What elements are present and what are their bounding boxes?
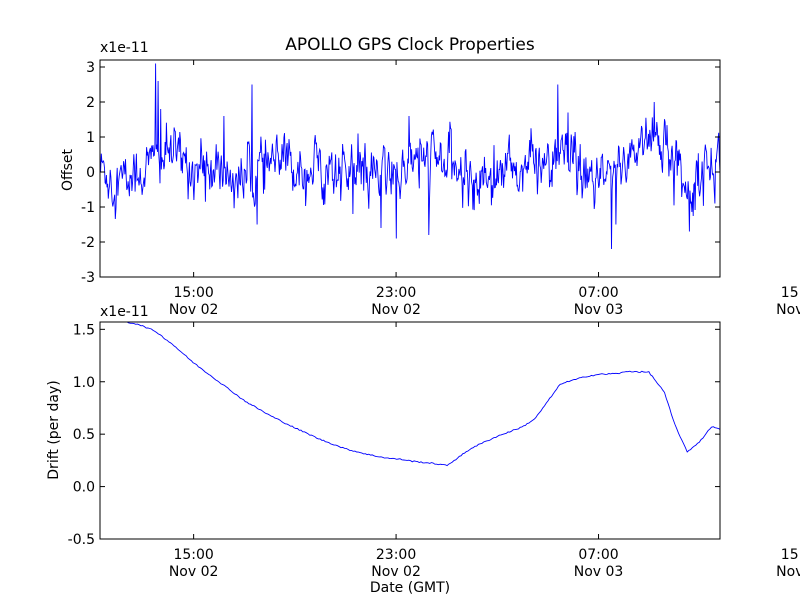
drift-y-axis-label: Drift (per day) (46, 380, 62, 479)
drift-panel: x1e-11 Drift (per day) Date (GMT) -0.5 0.… (46, 304, 800, 596)
drift-y-multiplier: x1e-11 (100, 304, 149, 320)
chart-title: APOLLO GPS Clock Properties (285, 35, 535, 55)
drift-xtick-date: Nov 03 (776, 564, 800, 580)
offset-ytick-label: -2 (81, 235, 95, 251)
offset-ytick-label: 2 (86, 95, 95, 111)
x-axis-label: Date (GMT) (370, 580, 450, 596)
offset-y-axis-label: Offset (60, 148, 76, 191)
offset-plot-frame (99, 59, 721, 278)
drift-xtick-time: 23:00 (376, 547, 416, 563)
drift-plot-frame (99, 321, 721, 540)
offset-y-multiplier: x1e-11 (100, 40, 149, 56)
offset-xtick-date: Nov 02 (371, 302, 421, 318)
offset-ytick-label: -3 (81, 270, 95, 286)
drift-ytick-label: -0.5 (68, 532, 95, 548)
offset-series-line (100, 63, 720, 250)
offset-xtick-date: Nov 03 (776, 302, 800, 318)
drift-ytick-label: 1.5 (73, 322, 95, 338)
drift-xtick-date: Nov 02 (169, 564, 219, 580)
drift-ytick-label: 0.0 (73, 480, 95, 496)
offset-xtick-time: 07:00 (578, 285, 618, 301)
drift-xtick-date: Nov 03 (574, 564, 624, 580)
offset-ytick-label: 1 (86, 130, 95, 146)
offset-ytick-label: -1 (81, 200, 95, 216)
offset-xtick-time: 15:00 (781, 285, 800, 301)
drift-ytick-label: 0.5 (73, 427, 95, 443)
drift-series-line (125, 322, 720, 467)
offset-xtick-time: 23:00 (376, 285, 416, 301)
drift-ytick-label: 1.0 (73, 375, 95, 391)
offset-xtick-time: 15:00 (173, 285, 213, 301)
offset-ytick-label: 3 (86, 60, 95, 76)
offset-ytick-label: 0 (86, 165, 95, 181)
drift-xtick-time: 15:00 (173, 547, 213, 563)
drift-xtick-time: 07:00 (578, 547, 618, 563)
drift-xtick-time: 15:00 (781, 547, 800, 563)
drift-xtick-date: Nov 02 (371, 564, 421, 580)
offset-xtick-date: Nov 02 (169, 302, 219, 318)
offset-xtick-date: Nov 03 (574, 302, 624, 318)
